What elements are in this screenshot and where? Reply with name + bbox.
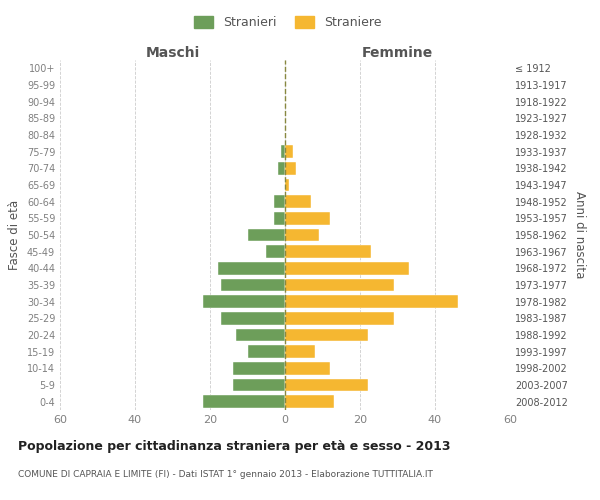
Bar <box>285 246 371 258</box>
Bar <box>285 262 409 274</box>
Bar <box>274 196 285 208</box>
Bar <box>236 329 285 341</box>
Bar <box>285 312 394 324</box>
Bar <box>248 229 285 241</box>
Bar <box>285 179 289 192</box>
Bar <box>285 162 296 174</box>
Bar <box>285 196 311 208</box>
Bar <box>221 279 285 291</box>
Y-axis label: Fasce di età: Fasce di età <box>8 200 21 270</box>
Bar <box>285 146 293 158</box>
Bar <box>277 162 285 174</box>
Bar <box>248 346 285 358</box>
Bar <box>203 296 285 308</box>
Text: COMUNE DI CAPRAIA E LIMITE (FI) - Dati ISTAT 1° gennaio 2013 - Elaborazione TUTT: COMUNE DI CAPRAIA E LIMITE (FI) - Dati I… <box>18 470 433 479</box>
Bar <box>285 296 458 308</box>
Text: Maschi: Maschi <box>145 46 200 60</box>
Bar <box>233 362 285 374</box>
Bar <box>274 212 285 224</box>
Bar <box>285 362 330 374</box>
Bar <box>285 379 367 391</box>
Legend: Stranieri, Straniere: Stranieri, Straniere <box>190 11 386 34</box>
Text: Popolazione per cittadinanza straniera per età e sesso - 2013: Popolazione per cittadinanza straniera p… <box>18 440 451 453</box>
Bar <box>266 246 285 258</box>
Y-axis label: Anni di nascita: Anni di nascita <box>573 192 586 278</box>
Bar <box>281 146 285 158</box>
Bar <box>285 229 319 241</box>
Bar <box>218 262 285 274</box>
Bar <box>285 346 315 358</box>
Bar <box>285 212 330 224</box>
Bar <box>285 329 367 341</box>
Bar <box>285 279 394 291</box>
Bar <box>221 312 285 324</box>
Text: Femmine: Femmine <box>362 46 433 60</box>
Bar <box>203 396 285 408</box>
Bar <box>233 379 285 391</box>
Bar <box>285 396 334 408</box>
